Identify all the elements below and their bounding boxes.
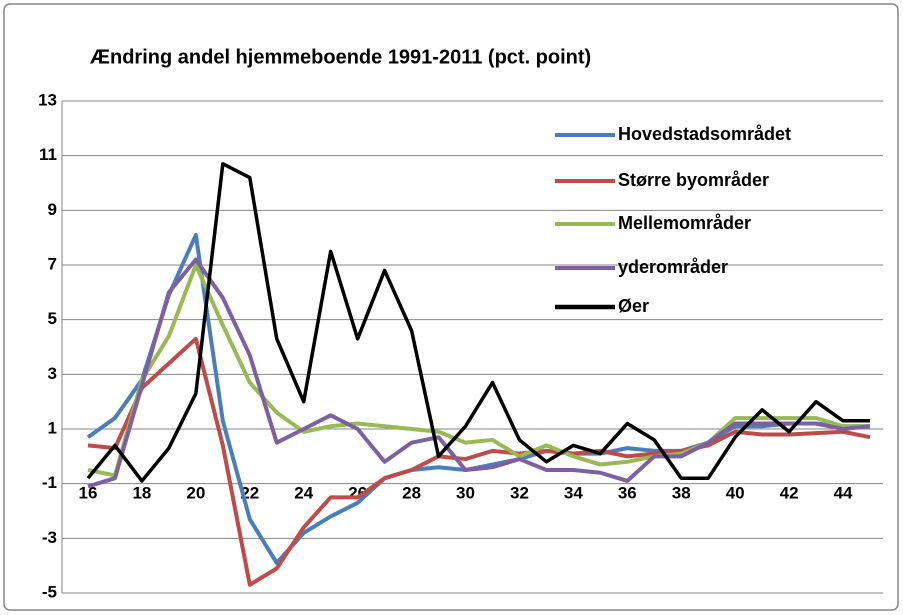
x-tick-label: 44 (834, 483, 853, 502)
y-tick-label: 3 (48, 364, 57, 383)
y-tick-label: 9 (48, 200, 57, 219)
x-tick-label: 16 (79, 483, 98, 502)
x-tick-label: 28 (402, 483, 421, 502)
legend-label: Øer (618, 296, 649, 316)
x-tick-label: 32 (510, 483, 529, 502)
x-tick-label: 24 (294, 483, 313, 502)
chart-title: Ændring andel hjemmeboende 1991-2011 (pc… (90, 46, 591, 68)
x-tick-label: 20 (186, 483, 205, 502)
line-series (87, 263, 871, 478)
legend-label: Større byområder (618, 170, 769, 190)
x-tick-label: 18 (132, 483, 151, 502)
x-tick-label: 30 (456, 483, 475, 502)
y-tick-label: -1 (42, 473, 57, 492)
y-tick-label: 7 (48, 254, 57, 273)
x-tick-label: 36 (618, 483, 637, 502)
x-tick-label: 42 (780, 483, 799, 502)
y-tick-label: -3 (42, 528, 57, 547)
y-tick-label: 5 (48, 309, 57, 328)
legend-label: yderområder (618, 257, 728, 277)
y-tick-label: 13 (38, 90, 57, 109)
y-tick-label: -5 (42, 582, 57, 601)
chart-frame (3, 3, 899, 611)
y-tick-label: 1 (48, 418, 57, 437)
legend-label: Mellemområder (618, 213, 751, 233)
x-tick-label: 38 (672, 483, 691, 502)
line-series (87, 257, 871, 489)
y-tick-label: 11 (39, 145, 57, 164)
x-tick-label: 34 (564, 483, 583, 502)
x-tick-label: 40 (726, 483, 745, 502)
legend-label: Hovedstadsområdet (618, 124, 791, 144)
line-series (86, 162, 871, 483)
